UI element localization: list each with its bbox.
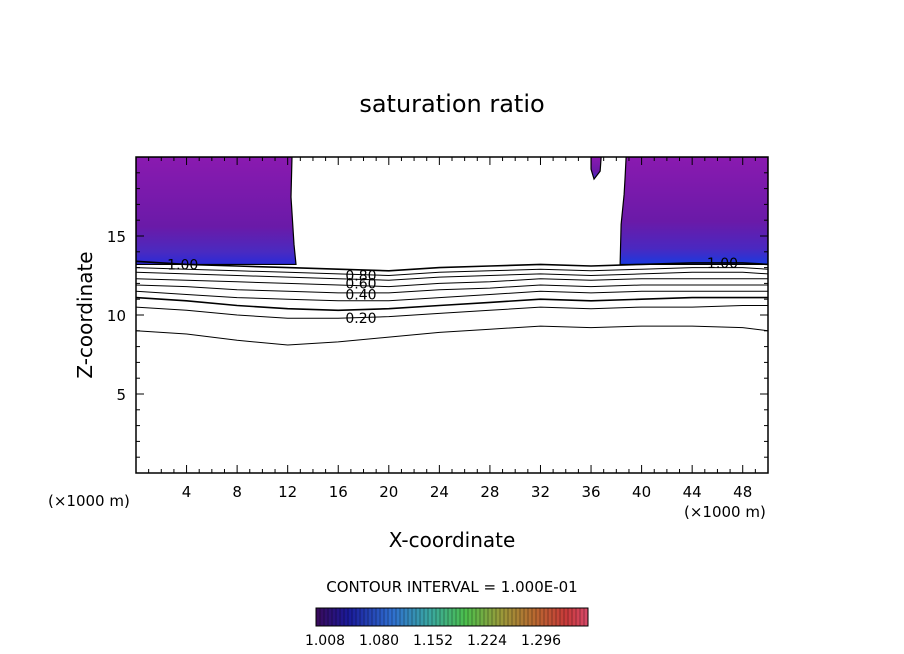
- x-unit-right: (×1000 m): [684, 503, 766, 521]
- contour-line-7: [136, 305, 768, 319]
- contour-line-4: [136, 284, 768, 294]
- contour-line-2: [136, 271, 768, 281]
- x-tick-label: 40: [632, 483, 651, 501]
- colorbar-label: 1.080: [359, 633, 399, 649]
- shaded-regions: [136, 157, 768, 266]
- chart-title: saturation ratio: [359, 90, 544, 118]
- colorbar: 1.008 1.080 1.152 1.224 1.296: [305, 607, 589, 649]
- x-unit-left: (×1000 m): [48, 492, 130, 510]
- contour-line-1: [136, 267, 768, 277]
- contour-label-4: 0.40: [345, 287, 376, 303]
- colorbar-label: 1.008: [305, 633, 345, 649]
- contour-label-5: 0.20: [345, 311, 376, 327]
- colorbar-stripes: [319, 608, 585, 626]
- x-tick-label: 4: [182, 483, 192, 501]
- shaded-region-right: [619, 157, 768, 266]
- y-tick-label: 15: [107, 228, 126, 246]
- y-tick-label: 5: [116, 386, 126, 404]
- contour-interval-text: CONTOUR INTERVAL = 1.000E-01: [326, 578, 577, 596]
- colorbar-label: 1.152: [413, 633, 453, 649]
- x-tick-label: 20: [379, 483, 398, 501]
- contour-line-8: [136, 325, 768, 346]
- colorbar-label: 1.224: [467, 633, 507, 649]
- y-axis-label: Z-coordinate: [73, 251, 97, 378]
- x-tick-label: 16: [329, 483, 348, 501]
- contour-label-1: 1.00: [707, 256, 738, 272]
- x-tick-label: 12: [278, 483, 297, 501]
- colorbar-labels: 1.008 1.080 1.152 1.224 1.296: [305, 633, 561, 649]
- axis-ticks: [136, 157, 768, 473]
- x-tick-label: 28: [480, 483, 499, 501]
- x-tick-label: 8: [232, 483, 242, 501]
- contour-line-5: [136, 290, 768, 302]
- colorbar-label: 1.296: [521, 633, 561, 649]
- x-tick-labels: 4 8 12 16 20 24 28 32 36 40 44 48: [182, 483, 752, 501]
- contour-lines: [136, 260, 768, 346]
- contour-label-2: 0.80: [345, 269, 376, 285]
- contour-label-3: 0.60: [345, 276, 376, 292]
- x-tick-label: 24: [430, 483, 449, 501]
- x-tick-label: 36: [581, 483, 600, 501]
- contour-labels: 1.00 1.00 0.800.600.40 0.20: [167, 256, 738, 327]
- contour-line-3: [136, 278, 768, 288]
- x-tick-label: 48: [733, 483, 752, 501]
- contour-line-6: [136, 296, 768, 312]
- shaded-region-small: [590, 157, 602, 181]
- x-tick-label: 32: [531, 483, 550, 501]
- contour-line-0: [136, 260, 768, 272]
- x-axis-label: X-coordinate: [389, 528, 516, 552]
- x-tick-label: 44: [683, 483, 702, 501]
- y-tick-labels: 5 10 15: [107, 228, 126, 404]
- contour-label-0: 1.00: [167, 257, 198, 273]
- y-tick-label: 10: [107, 307, 126, 325]
- shaded-region-left: [136, 157, 297, 266]
